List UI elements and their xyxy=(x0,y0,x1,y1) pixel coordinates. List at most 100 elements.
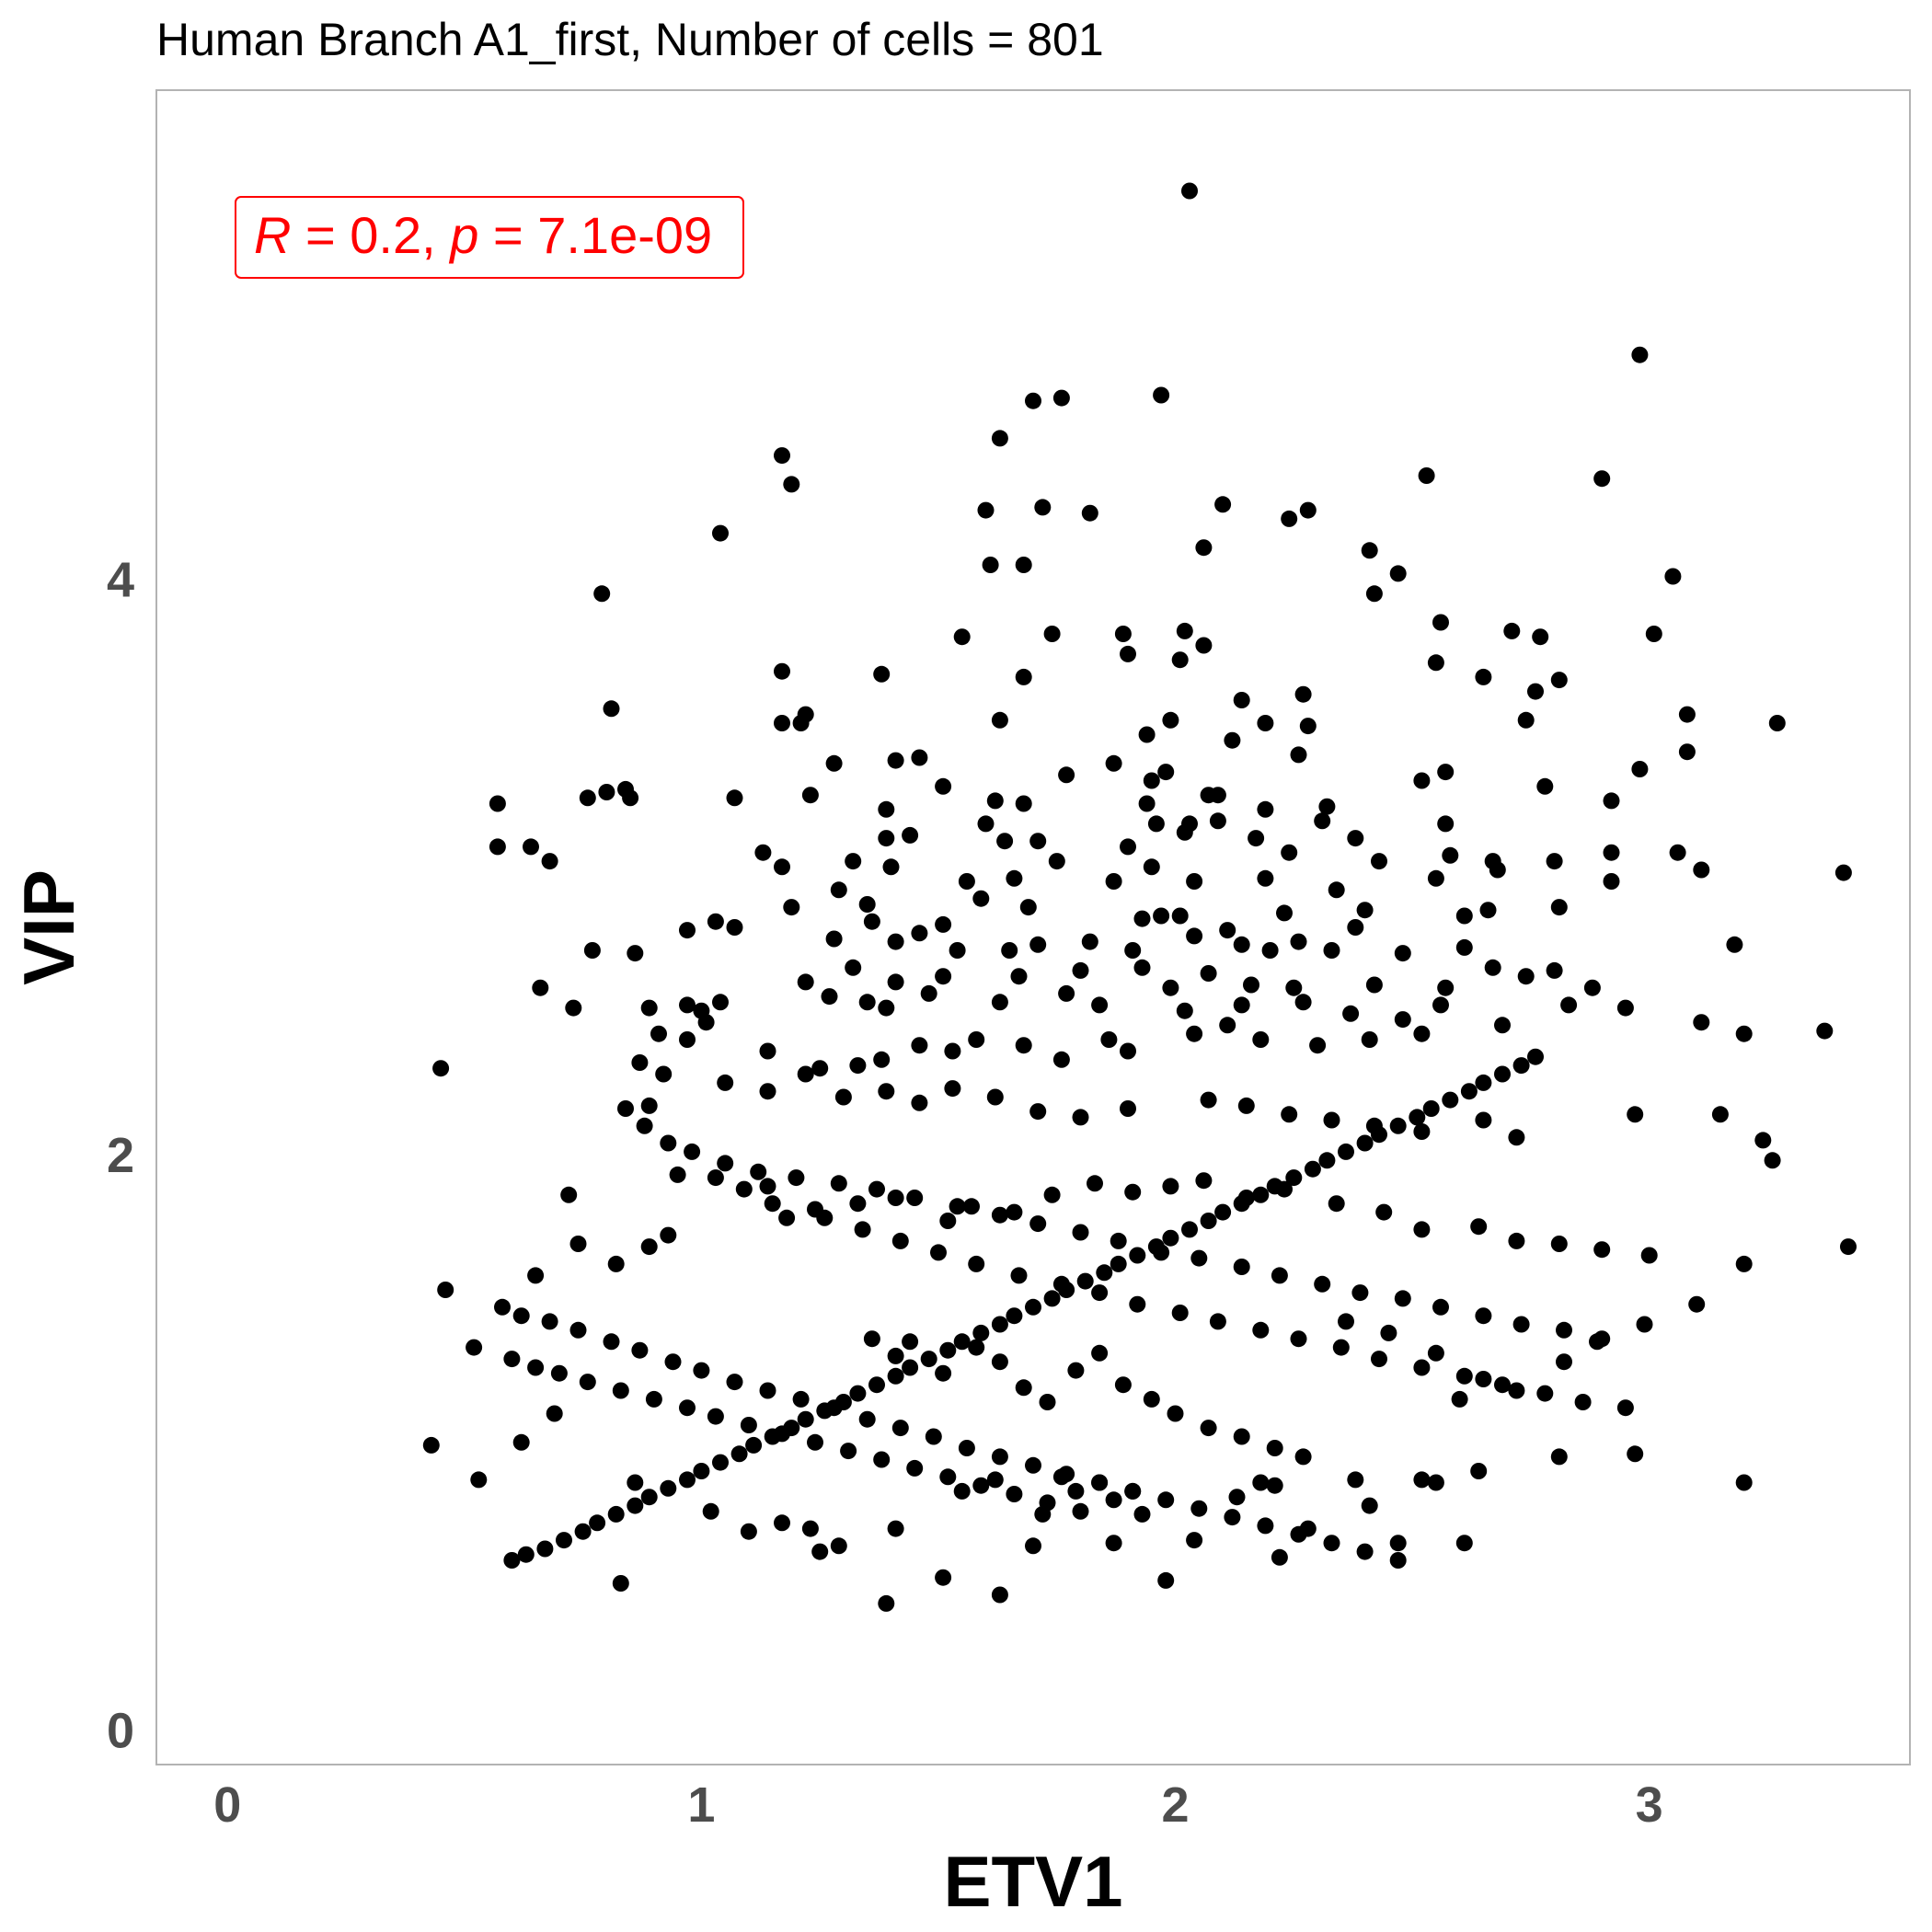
x-axis-title: ETV1 xyxy=(943,1841,1122,1922)
data-point xyxy=(882,858,900,876)
data-point xyxy=(1332,1339,1350,1356)
data-point xyxy=(750,1163,767,1180)
data-point xyxy=(466,1339,483,1356)
data-point xyxy=(432,1060,450,1077)
data-point xyxy=(887,1520,904,1537)
data-point xyxy=(1029,936,1047,953)
data-point xyxy=(1314,812,1331,830)
data-point xyxy=(1290,933,1307,950)
data-point xyxy=(830,881,847,899)
data-point xyxy=(1532,628,1549,646)
data-point xyxy=(1233,1259,1250,1275)
data-point xyxy=(1556,1353,1572,1371)
data-point xyxy=(1214,1203,1232,1221)
data-point xyxy=(1603,844,1620,861)
data-point xyxy=(1616,999,1634,1017)
data-point xyxy=(939,1213,957,1229)
data-point xyxy=(1631,761,1649,777)
data-point xyxy=(541,1313,558,1330)
data-point xyxy=(825,930,843,948)
data-point xyxy=(1536,777,1554,795)
data-point xyxy=(1754,1132,1772,1149)
data-point xyxy=(1314,1275,1331,1293)
data-point xyxy=(807,1201,823,1218)
data-point xyxy=(1120,1100,1136,1117)
data-point xyxy=(1328,1195,1345,1213)
data-point xyxy=(878,1083,895,1100)
data-point xyxy=(1181,1221,1198,1238)
data-point xyxy=(801,1520,819,1537)
data-point xyxy=(1489,861,1506,879)
data-point xyxy=(546,1405,563,1422)
data-point xyxy=(1010,1267,1028,1284)
data-point xyxy=(902,1359,919,1376)
data-point xyxy=(1475,1111,1492,1129)
data-point xyxy=(1052,1051,1070,1068)
data-point xyxy=(1550,1236,1568,1252)
data-point xyxy=(1143,772,1160,789)
data-point xyxy=(627,1497,644,1514)
data-point xyxy=(1550,672,1568,689)
data-point xyxy=(996,833,1014,850)
data-point xyxy=(1508,1129,1525,1146)
data-point xyxy=(774,858,790,876)
data-point xyxy=(645,1390,662,1408)
data-point xyxy=(574,1523,592,1540)
data-point xyxy=(1299,1520,1317,1537)
data-point xyxy=(1006,1307,1023,1325)
data-point xyxy=(925,1428,942,1445)
data-point xyxy=(1816,1022,1834,1040)
data-point xyxy=(1347,919,1364,936)
data-point xyxy=(1285,1169,1303,1187)
data-point xyxy=(1058,1282,1075,1298)
data-point xyxy=(887,1367,904,1385)
data-point xyxy=(503,1552,521,1569)
data-point xyxy=(1475,1074,1492,1091)
data-point xyxy=(1133,1505,1151,1523)
data-point xyxy=(1190,1249,1208,1267)
data-point xyxy=(1427,869,1444,887)
data-point xyxy=(1147,815,1165,833)
data-point xyxy=(1006,1486,1023,1502)
data-point xyxy=(1536,1385,1554,1402)
data-point xyxy=(1200,1091,1217,1109)
annotation-box xyxy=(235,196,744,279)
data-point xyxy=(1091,996,1109,1014)
y-tick-label: 0 xyxy=(107,1704,134,1759)
data-point xyxy=(1371,1351,1387,1368)
data-point xyxy=(593,585,611,603)
data-point xyxy=(1593,1241,1611,1259)
data-point xyxy=(1413,1123,1431,1140)
data-point xyxy=(1171,907,1189,925)
data-point xyxy=(1394,945,1411,962)
data-point xyxy=(1266,1477,1283,1494)
data-point xyxy=(583,942,601,959)
data-point xyxy=(1389,565,1407,582)
data-point xyxy=(617,1100,634,1117)
data-point xyxy=(422,1436,440,1454)
data-point xyxy=(863,1330,880,1348)
data-point xyxy=(986,1088,1004,1106)
data-point xyxy=(1413,772,1431,789)
data-point xyxy=(1006,869,1023,887)
data-point xyxy=(911,925,928,942)
data-point xyxy=(759,1083,776,1100)
data-point xyxy=(991,1448,1008,1466)
data-point xyxy=(523,838,539,856)
data-point xyxy=(891,1420,909,1437)
data-point xyxy=(783,1420,800,1437)
data-point xyxy=(887,973,904,991)
data-point xyxy=(849,1385,867,1402)
data-point xyxy=(1025,1456,1041,1474)
data-point xyxy=(958,1440,975,1456)
data-point xyxy=(935,915,952,933)
data-point xyxy=(1409,1109,1426,1126)
data-point xyxy=(1081,933,1098,950)
data-point xyxy=(693,1463,710,1479)
data-point xyxy=(1413,1359,1431,1376)
data-point xyxy=(939,1468,957,1486)
data-point xyxy=(707,913,724,930)
data-point xyxy=(1015,795,1032,812)
data-point xyxy=(991,1586,1008,1604)
data-point xyxy=(783,476,800,493)
